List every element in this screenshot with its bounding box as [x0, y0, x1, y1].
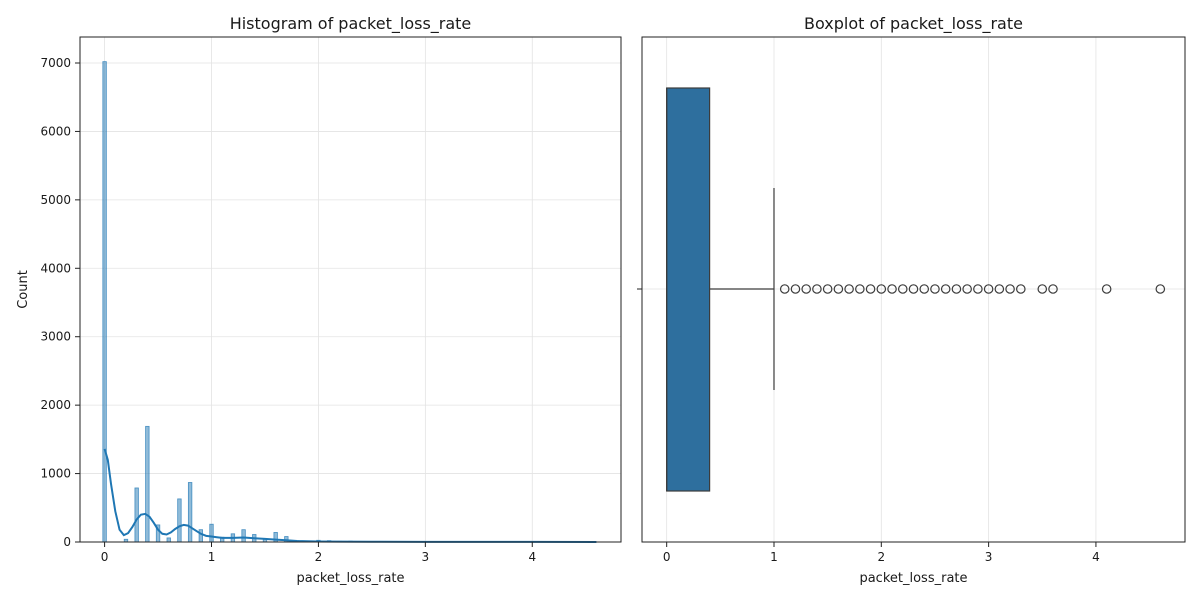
histogram-y-tick-label: 6000 [40, 124, 71, 138]
histogram-bar [135, 488, 139, 542]
histogram-y-tick-label: 5000 [40, 193, 71, 207]
histogram-bar [242, 530, 246, 542]
histogram-bar [210, 524, 214, 542]
histogram-bar [188, 482, 192, 542]
histogram-panel: Histogram of packet_loss_rate 0 1 2 3 4 0 100… [16, 14, 621, 586]
histogram-frame [80, 37, 621, 542]
histogram-bars [103, 62, 598, 542]
histogram-x-tick-label: 3 [422, 550, 430, 564]
histogram-y-tick-label: 7000 [40, 56, 71, 70]
histogram-bar [178, 499, 182, 542]
boxplot-x-tick-label: 4 [1092, 550, 1100, 564]
histogram-y-tick-label: 4000 [40, 261, 71, 275]
histogram-bar [199, 530, 203, 542]
histogram-y-tick-label: 2000 [40, 398, 71, 412]
boxplot-x-tick-label: 3 [985, 550, 993, 564]
histogram-bar [167, 538, 171, 542]
histogram-y-tick-label: 3000 [40, 330, 71, 344]
boxplot-title: Boxplot of packet_loss_rate [804, 14, 1023, 34]
histogram-x-tick-label: 1 [208, 550, 216, 564]
histogram-bar [103, 62, 107, 542]
histogram-x-ticks: 0 1 2 3 4 [101, 542, 536, 564]
boxplot-panel: Boxplot of packet_loss_rate 0 1 2 3 4 packet… [637, 14, 1185, 586]
histogram-x-axis-label: packet_loss_rate [296, 571, 404, 586]
boxplot-x-tick-label: 2 [877, 550, 885, 564]
boxplot-box-group [667, 88, 774, 491]
histogram-x-tick-label: 4 [528, 550, 536, 564]
histogram-grid [80, 37, 621, 542]
histogram-x-tick-label: 0 [101, 550, 109, 564]
iqr-box [667, 88, 710, 491]
boxplot-x-tick-label: 0 [663, 550, 671, 564]
kde-curve [105, 449, 597, 542]
histogram-x-tick-label: 2 [315, 550, 323, 564]
histogram-y-ticks: 0 1000 2000 3000 4000 5000 6000 7000 [40, 56, 80, 549]
histogram-y-tick-label: 1000 [40, 467, 71, 481]
histogram-y-tick-label: 0 [63, 535, 71, 549]
histogram-title: Histogram of packet_loss_rate [230, 14, 472, 34]
histogram-y-axis-label: Count [16, 270, 31, 309]
histogram-bar [146, 426, 150, 542]
boxplot-x-axis-label: packet_loss_rate [859, 571, 967, 586]
boxplot-x-tick-label: 1 [770, 550, 778, 564]
boxplot-x-ticks: 0 1 2 3 4 [663, 542, 1100, 564]
